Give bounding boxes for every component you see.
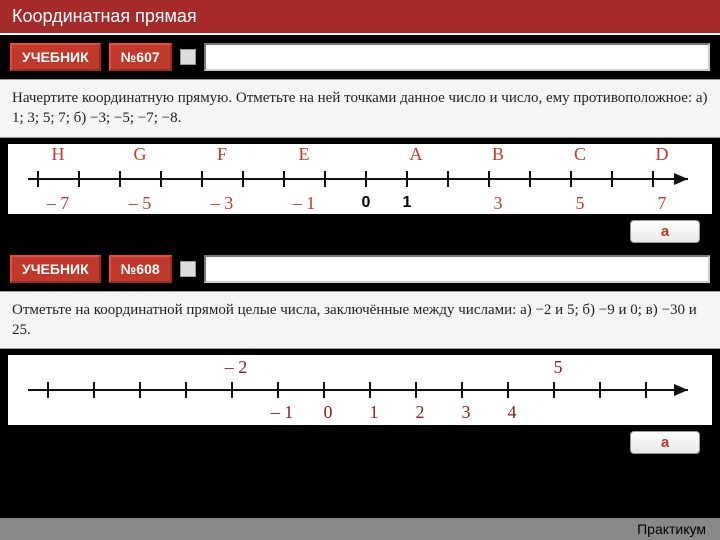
number-line-origin: 1 — [403, 194, 412, 212]
number-line-value: 2 — [416, 402, 425, 423]
number-line-value: 3 — [462, 402, 471, 423]
number-line-value: 7 — [658, 193, 667, 214]
number-line-svg — [8, 355, 712, 425]
number-line-svg — [8, 144, 712, 214]
number-line-origin: 0 — [362, 194, 371, 212]
number-line-label: – 2 — [225, 357, 248, 378]
task2-header: УЧЕБНИК №608 — [0, 247, 720, 291]
number-line-value: – 1 — [293, 193, 316, 214]
number-line-value: – 3 — [211, 193, 234, 214]
task2-answer-button[interactable]: а — [630, 431, 700, 454]
task1-problem-text: Начертите координатную прямую. Отметьте … — [0, 79, 720, 138]
textbook-badge: УЧЕБНИК — [10, 43, 101, 71]
doc-icon — [180, 49, 196, 65]
textbook-badge: УЧЕБНИК — [10, 255, 101, 283]
task1-answer-button[interactable]: а — [630, 220, 700, 243]
number-line-value: – 7 — [47, 193, 70, 214]
task-number-badge: №607 — [109, 43, 172, 71]
task2-problem-text: Отметьте на координатной прямой целые чи… — [0, 291, 720, 350]
number-line-value: 5 — [576, 193, 585, 214]
answer-input-box[interactable] — [204, 255, 710, 283]
number-line-label: F — [217, 144, 227, 165]
task1-header: УЧЕБНИК №607 — [0, 35, 720, 79]
number-line-value: 4 — [508, 402, 517, 423]
number-line-label: 5 — [554, 357, 563, 378]
number-line-label: G — [134, 144, 147, 165]
number-line-label: H — [52, 144, 65, 165]
number-line-value: – 5 — [129, 193, 152, 214]
number-line-label: E — [299, 144, 310, 165]
doc-icon — [180, 261, 196, 277]
number-line-value: 0 — [324, 402, 333, 423]
number-line-label: D — [656, 144, 669, 165]
task1-number-line: H G F E A B C D – 7 – 5 – 3 – 1 3 5 7 0 1 — [8, 144, 712, 214]
answer-input-box[interactable] — [204, 43, 710, 71]
footer-label: Практикум — [0, 518, 720, 540]
task2-number-line: – 2 5 – 1 0 1 2 3 4 — [8, 355, 712, 425]
page-title: Координатная прямая — [0, 0, 720, 35]
number-line-value: 3 — [494, 193, 503, 214]
number-line-label: B — [492, 144, 504, 165]
task-number-badge: №608 — [109, 255, 172, 283]
number-line-label: A — [410, 144, 423, 165]
number-line-label: C — [574, 144, 586, 165]
number-line-value: 1 — [370, 402, 379, 423]
number-line-value: – 1 — [271, 402, 294, 423]
